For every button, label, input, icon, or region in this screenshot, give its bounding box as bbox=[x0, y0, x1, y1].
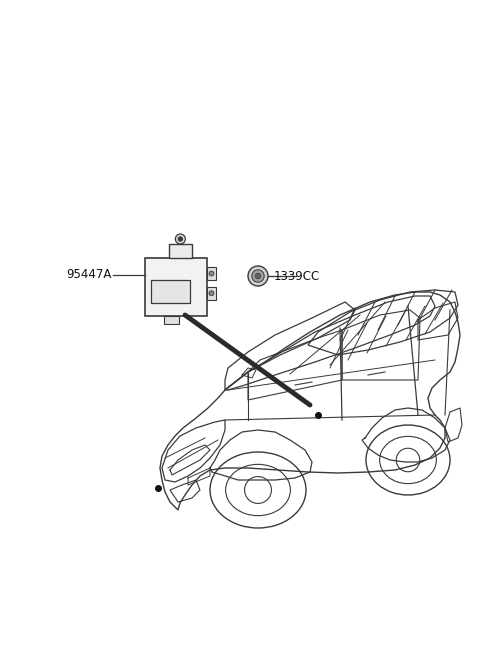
Circle shape bbox=[252, 270, 264, 282]
Circle shape bbox=[248, 266, 268, 286]
Circle shape bbox=[175, 234, 185, 244]
Text: 95447A: 95447A bbox=[67, 269, 112, 282]
Bar bbox=[145, 258, 207, 316]
Text: 1339CC: 1339CC bbox=[274, 269, 320, 282]
Bar bbox=[168, 244, 192, 258]
Bar bbox=[151, 280, 190, 303]
Circle shape bbox=[179, 237, 182, 241]
Circle shape bbox=[209, 271, 214, 276]
Circle shape bbox=[209, 291, 214, 296]
Circle shape bbox=[255, 273, 261, 279]
Bar bbox=[207, 287, 216, 300]
Bar bbox=[207, 267, 216, 280]
Bar bbox=[164, 316, 179, 324]
